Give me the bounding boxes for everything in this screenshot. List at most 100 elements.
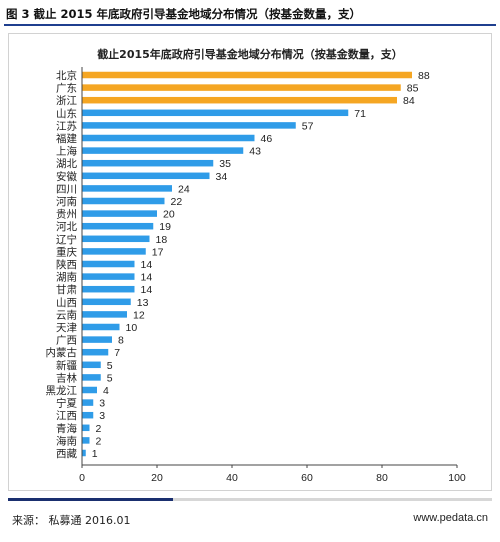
x-tick-label: 60 (301, 472, 313, 484)
category-label: 山西 (56, 297, 77, 309)
figure-caption: 图 3 截止 2015 年底政府引导基金地域分布情况（按基金数量，支） (6, 7, 362, 21)
bar (82, 336, 112, 343)
category-label: 辽宁 (56, 233, 77, 246)
data-label: 13 (137, 297, 149, 309)
bar (82, 260, 135, 268)
bar (82, 109, 349, 117)
bar (82, 172, 210, 180)
x-tick-label: 80 (376, 472, 388, 484)
category-label: 青海 (56, 422, 77, 435)
category-label: 黑龙江 (46, 384, 78, 397)
bar (82, 210, 157, 217)
category-label: 河南 (56, 195, 77, 208)
chart-title: 截止2015年底政府引导基金地域分布情况（按基金数量，支） (97, 48, 403, 61)
category-label: 福建 (56, 132, 77, 145)
bar (82, 185, 172, 192)
data-label: 3 (99, 410, 105, 422)
category-label: 新疆 (56, 359, 77, 372)
data-label: 57 (302, 120, 314, 132)
category-label: 贵州 (56, 208, 77, 221)
data-label: 34 (216, 171, 228, 183)
bar (82, 122, 296, 129)
category-label: 湖南 (56, 271, 77, 284)
bar (82, 96, 397, 104)
bar (82, 298, 131, 306)
data-label: 2 (96, 435, 102, 447)
bar (82, 248, 146, 255)
bar (82, 348, 109, 356)
category-label: 广东 (56, 82, 77, 95)
data-label: 5 (107, 360, 113, 372)
category-label: 北京 (56, 69, 77, 82)
bar (82, 449, 86, 457)
bar (82, 134, 255, 142)
data-label: 5 (107, 372, 113, 384)
category-label: 上海 (56, 145, 77, 158)
data-label: 1 (92, 448, 98, 460)
data-label: 3 (99, 398, 105, 410)
category-label: 山东 (56, 107, 77, 120)
category-label: 吉林 (56, 371, 77, 384)
bar (82, 411, 94, 419)
category-label: 湖北 (56, 158, 77, 170)
website-label: www.pedata.cn (413, 512, 488, 524)
category-label: 甘肃 (56, 283, 77, 296)
data-label: 84 (403, 95, 415, 107)
x-tick-label: 0 (79, 472, 85, 484)
bar (82, 71, 412, 79)
bar (82, 399, 94, 406)
top-rule (4, 24, 496, 26)
bar (82, 222, 154, 230)
source-note: 来源： 私募通 2016.01 (12, 514, 131, 527)
data-label: 71 (354, 108, 366, 120)
data-label: 20 (163, 209, 175, 221)
data-label: 4 (103, 385, 109, 397)
category-label: 内蒙古 (46, 346, 78, 359)
bar (82, 273, 135, 280)
category-label: 河北 (56, 221, 77, 233)
bar (82, 159, 214, 167)
data-label: 18 (156, 234, 168, 246)
data-label: 46 (261, 133, 273, 145)
data-label: 35 (219, 158, 231, 170)
data-label: 14 (141, 272, 153, 284)
x-tick-label: 40 (226, 472, 238, 484)
data-label: 7 (114, 347, 120, 359)
bar (82, 361, 101, 369)
category-label: 江西 (56, 410, 77, 422)
category-label: 海南 (56, 434, 77, 447)
data-label: 22 (171, 196, 183, 208)
category-label: 四川 (56, 183, 77, 195)
data-label: 8 (118, 335, 124, 347)
data-label: 14 (141, 284, 153, 296)
bar (82, 437, 90, 444)
data-label: 43 (249, 146, 261, 158)
category-label: 江苏 (56, 119, 77, 132)
bar (82, 323, 120, 331)
bottom-rule-accent (8, 498, 173, 501)
bar (82, 374, 101, 381)
bar (82, 84, 401, 91)
category-label: 西藏 (56, 448, 77, 460)
bar (82, 424, 90, 432)
bar (82, 235, 150, 243)
data-label: 19 (159, 221, 171, 233)
data-label: 85 (407, 83, 419, 95)
data-label: 88 (418, 70, 430, 82)
bar (82, 386, 97, 394)
category-label: 安徽 (56, 170, 77, 183)
category-label: 浙江 (56, 95, 77, 107)
bar (82, 147, 244, 154)
category-label: 天津 (56, 322, 77, 334)
data-label: 17 (152, 246, 164, 258)
category-label: 陕西 (56, 258, 77, 271)
data-label: 2 (96, 423, 102, 435)
data-label: 10 (126, 322, 138, 334)
category-label: 云南 (56, 308, 77, 321)
category-label: 重庆 (56, 245, 77, 258)
bottom-rule (8, 498, 492, 501)
x-tick-label: 100 (448, 472, 466, 484)
category-label: 宁夏 (56, 397, 77, 410)
bar (82, 311, 127, 318)
